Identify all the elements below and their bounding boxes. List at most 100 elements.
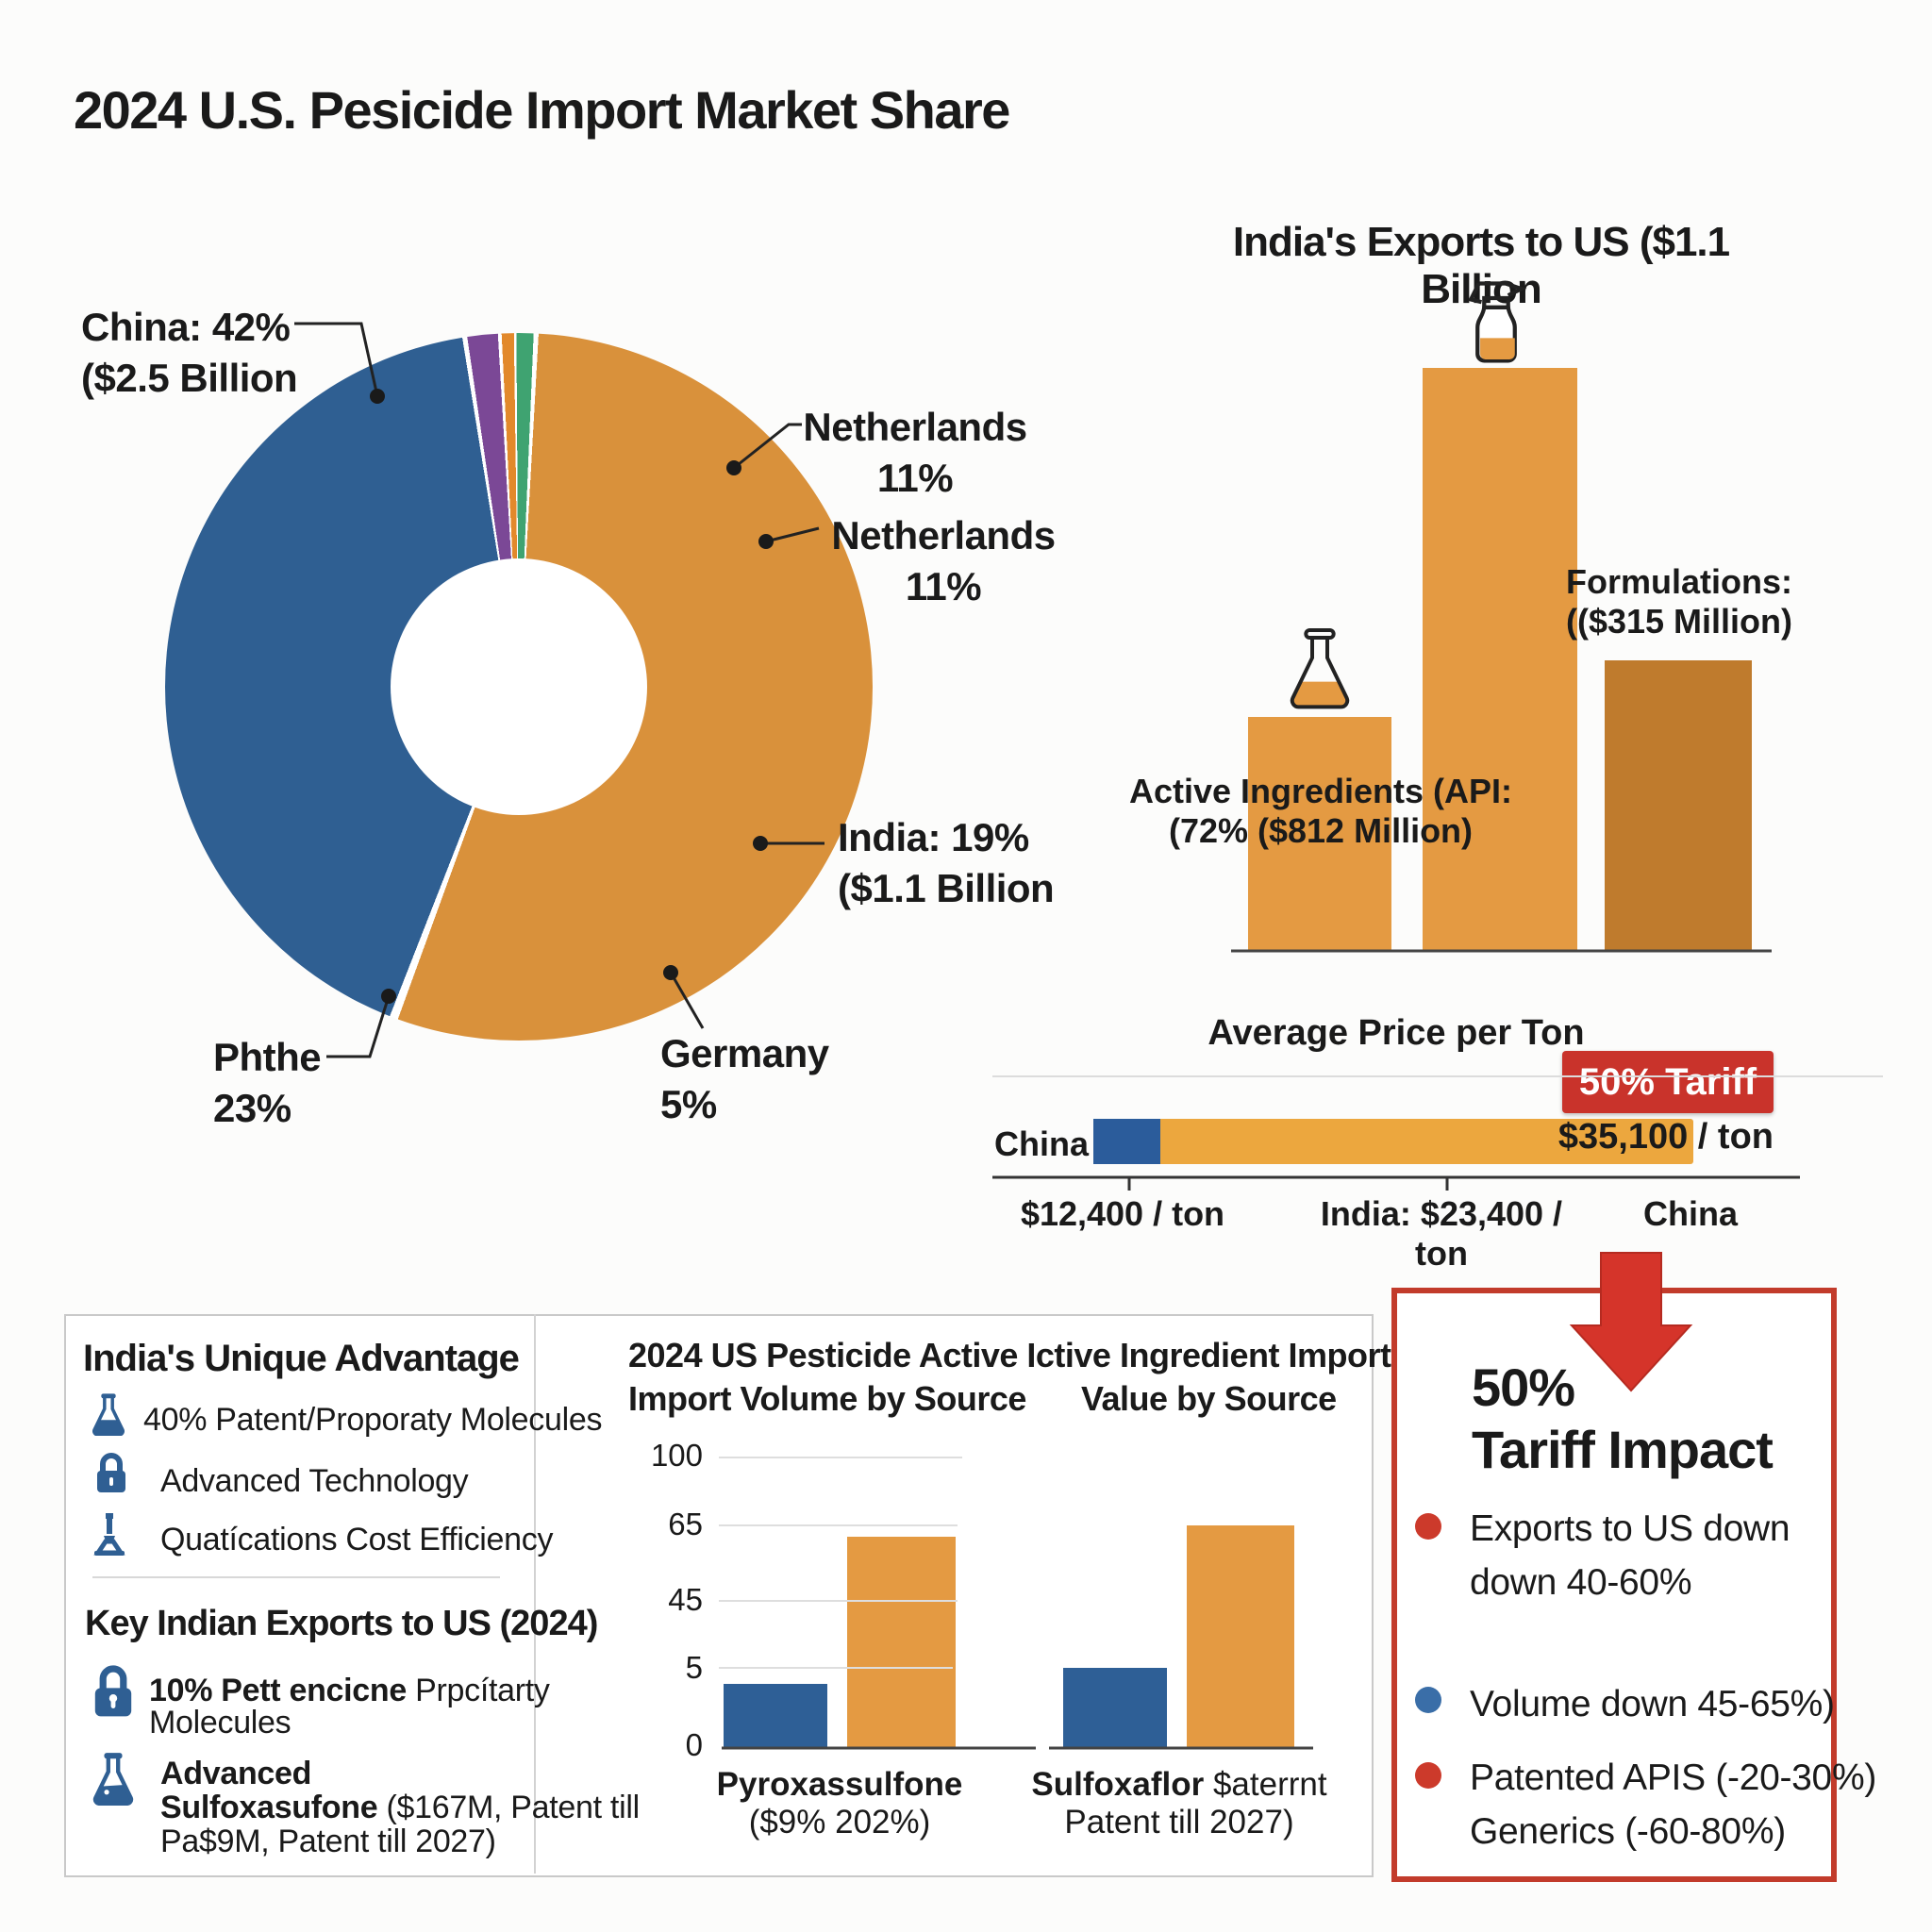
bullet-line: Generics (-60-80%) (1470, 1811, 1786, 1852)
key-item-rest: ($167M, Patent till (377, 1790, 641, 1825)
volume-bar-blue (724, 1684, 827, 1748)
api-bar-label: Active Ingredients (API: (72% ($812 Mill… (1094, 772, 1547, 851)
volume-category-sublabel: ($9% 202%) (748, 1804, 931, 1840)
flask-icon (92, 1753, 134, 1806)
advantage-item: Quatícations Cost Efficiency (160, 1522, 554, 1557)
spray-bottle-icon (1468, 281, 1527, 363)
advantage-item: Advanced Technology (160, 1463, 469, 1499)
key-item-bold: Sulfoxasufone (160, 1790, 378, 1825)
price-axis-label-india-price: India: $23,400 / ton (1320, 1194, 1563, 1273)
flask-bubble (104, 1790, 109, 1795)
volume-chart-subtitle: Import Volume by Source (628, 1379, 1026, 1418)
key-item-line: Sulfoxasufone ($167M, Patent till (160, 1790, 640, 1824)
tariff-impact-heading: 50% Tariff Impact (1472, 1357, 1774, 1481)
callout-netherlands-mid-line1: Netherlands (831, 513, 1056, 558)
y-tick-label: 65 (668, 1507, 703, 1541)
lock-keyhole-slot (110, 1699, 116, 1708)
price-bar-china-segment (1093, 1119, 1160, 1164)
bullet-line: Exports to US down (1470, 1508, 1790, 1549)
flask-liquid (94, 1420, 123, 1435)
page-title: 2024 U.S. Pesicide Import Market Share (74, 80, 1010, 140)
price-row-label: China (994, 1124, 1090, 1163)
flask-outline (1290, 636, 1350, 709)
callout-china-line1: China: 42% (81, 305, 291, 349)
volume-bar-orange (847, 1537, 956, 1748)
flask-rim (104, 1753, 123, 1759)
value-bar-blue (1063, 1668, 1167, 1748)
callout-phthe-line1: Phthe (213, 1035, 322, 1079)
callout-netherlands-mid: Netherlands 11% (825, 510, 1061, 612)
panel-divider (534, 1314, 536, 1874)
lock-icon (94, 1665, 132, 1717)
flask-icon (92, 1393, 125, 1436)
value-bar-orange (1187, 1525, 1294, 1748)
tariff-badge: 50% Tariff (1562, 1051, 1774, 1113)
bullet-line: Volume down 45-65%) (1470, 1684, 1835, 1724)
callout-india-line1: India: 19% (838, 815, 1029, 859)
key-item-line: 10% Pett encicne Prpcítarty (149, 1674, 550, 1707)
y-tick-label: 5 (685, 1650, 703, 1685)
key-item-rest: Prpcítarty (407, 1673, 550, 1708)
flask-rim (101, 1393, 116, 1399)
exports-bar-center (1423, 368, 1577, 950)
lock-icon (97, 1453, 125, 1492)
exports-bar-formulations (1605, 660, 1752, 950)
tariff-bullet-text: Volume down 45-65%) (1470, 1677, 1835, 1731)
exports-bar-api (1248, 717, 1391, 950)
price-axis-label-china-price: $12,400 / ton (1020, 1194, 1225, 1233)
flask-liquid (1291, 681, 1348, 708)
callout-china-line2: ($2.5 Billion (81, 356, 298, 400)
microscope-head (106, 1513, 113, 1519)
callout-phthe-line2: 23% (213, 1086, 291, 1130)
callout-india: India: 19% ($1.1 Billion (838, 812, 1055, 914)
price-chart-title: Average Price per Ton (1208, 1013, 1585, 1053)
y-tick-label: 0 (685, 1727, 703, 1762)
spray-trigger (1478, 281, 1527, 298)
callout-india-line2: ($1.1 Billion (838, 866, 1055, 910)
value-category-bold: Sulfoxaflor (1031, 1766, 1205, 1803)
price-axis-label-china: China (1642, 1194, 1738, 1233)
section-divider (92, 1576, 500, 1578)
tariff-bullet-text: Exports to US down down 40-60% (1470, 1502, 1790, 1609)
volume-category-label: Pyroxassulfone (716, 1766, 963, 1803)
flask-icon (1290, 628, 1350, 709)
tariff-impact-heading-line1: 50% (1472, 1357, 1575, 1417)
lock-shackle (100, 1453, 123, 1472)
key-item-bold: 10% Pett encicne (149, 1673, 407, 1708)
advantage-panel-title: India's Unique Advantage (83, 1338, 520, 1379)
flask-rim (1304, 628, 1336, 640)
value-category-sublabel: Patent till 2027) (1064, 1804, 1294, 1840)
flask-liquid (95, 1784, 131, 1804)
callout-germany-line1: Germany (660, 1031, 829, 1075)
bottom-panel-container (64, 1314, 1374, 1877)
formulations-label-line1: Formulations: (1566, 562, 1792, 601)
lock-keyhole (109, 1477, 113, 1486)
key-item-line: Pa$9M, Patent till 2027) (160, 1824, 496, 1859)
tariff-price-label: $35,100 / ton (1557, 1117, 1774, 1157)
key-item-line: Advanced (160, 1756, 312, 1791)
callout-germany-line2: 5% (660, 1082, 717, 1126)
callout-germany: Germany 5% (660, 1028, 829, 1130)
key-item-line: Molecules (149, 1705, 291, 1740)
spray-nozzle (1468, 282, 1482, 305)
advantage-item: 40% Patent/Proporaty Molecules (143, 1402, 603, 1438)
y-tick-label: 100 (650, 1438, 703, 1473)
tariff-impact-heading-line2: Tariff Impact (1472, 1420, 1774, 1479)
callout-phthe: Phthe 23% (213, 1032, 322, 1134)
price-bar-india-segment (1160, 1119, 1693, 1164)
api-bar-label-line1: Active Ingredients (API: (1128, 772, 1513, 810)
bullet-line: down 40-60% (1470, 1562, 1692, 1603)
lock-keyhole (108, 1694, 118, 1703)
callout-netherlands-top-line2: 11% (876, 456, 954, 500)
spray-liquid (1480, 338, 1515, 359)
callout-netherlands-top: Netherlands 11% (797, 402, 1033, 504)
microscope-base (94, 1551, 125, 1556)
value-category-label: Sulfoxaflor $aterrnt (1009, 1766, 1349, 1804)
flask-outline (92, 1757, 134, 1806)
bullet-line: Patented APIS (-20-30%) (1470, 1757, 1877, 1798)
microscope-tube (107, 1519, 112, 1534)
y-tick-label: 45 (668, 1582, 703, 1617)
microscope-icon (93, 1513, 125, 1556)
mini-charts-title: 2024 US Pesticide Active Ictive Ingredie… (628, 1336, 1391, 1374)
